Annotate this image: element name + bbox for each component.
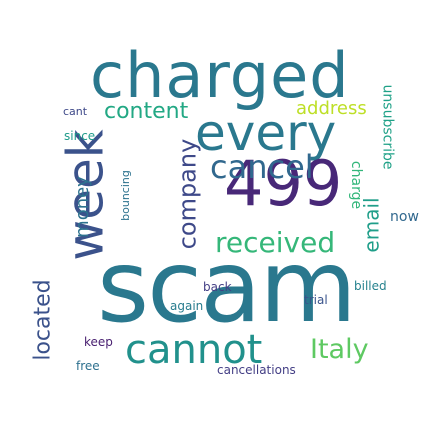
word-free: free bbox=[76, 359, 100, 373]
word-every: every bbox=[195, 104, 337, 162]
word-cancellations: cancellations bbox=[217, 363, 296, 377]
word-billed: billed bbox=[354, 279, 387, 293]
word-back: back bbox=[203, 280, 232, 294]
word-now: now bbox=[390, 209, 419, 225]
word-keep: keep bbox=[84, 335, 113, 349]
word-trial: trial bbox=[304, 293, 328, 307]
word-company: company bbox=[173, 138, 202, 250]
word-cannot: cannot bbox=[125, 327, 263, 373]
word-address: address bbox=[296, 98, 367, 119]
word-email: email bbox=[359, 197, 384, 253]
word-cant: cant bbox=[63, 105, 88, 118]
word-located: located bbox=[30, 279, 56, 361]
word-italy: Italy bbox=[310, 334, 369, 365]
word-again: again bbox=[170, 299, 204, 313]
word-unsubscribe: unsubscribe bbox=[379, 84, 396, 170]
word-scam: scam bbox=[97, 228, 357, 345]
word-cancel: cancel bbox=[210, 148, 314, 186]
word-money: money bbox=[71, 176, 93, 238]
word-charged: charged bbox=[90, 39, 350, 112]
word-since: since bbox=[64, 129, 96, 143]
word-bouncing: bouncing bbox=[118, 170, 132, 221]
word-received: received bbox=[215, 226, 336, 259]
word-charge: charge bbox=[348, 160, 365, 210]
word-499: 499 bbox=[224, 147, 343, 220]
word-content: content bbox=[104, 99, 189, 124]
